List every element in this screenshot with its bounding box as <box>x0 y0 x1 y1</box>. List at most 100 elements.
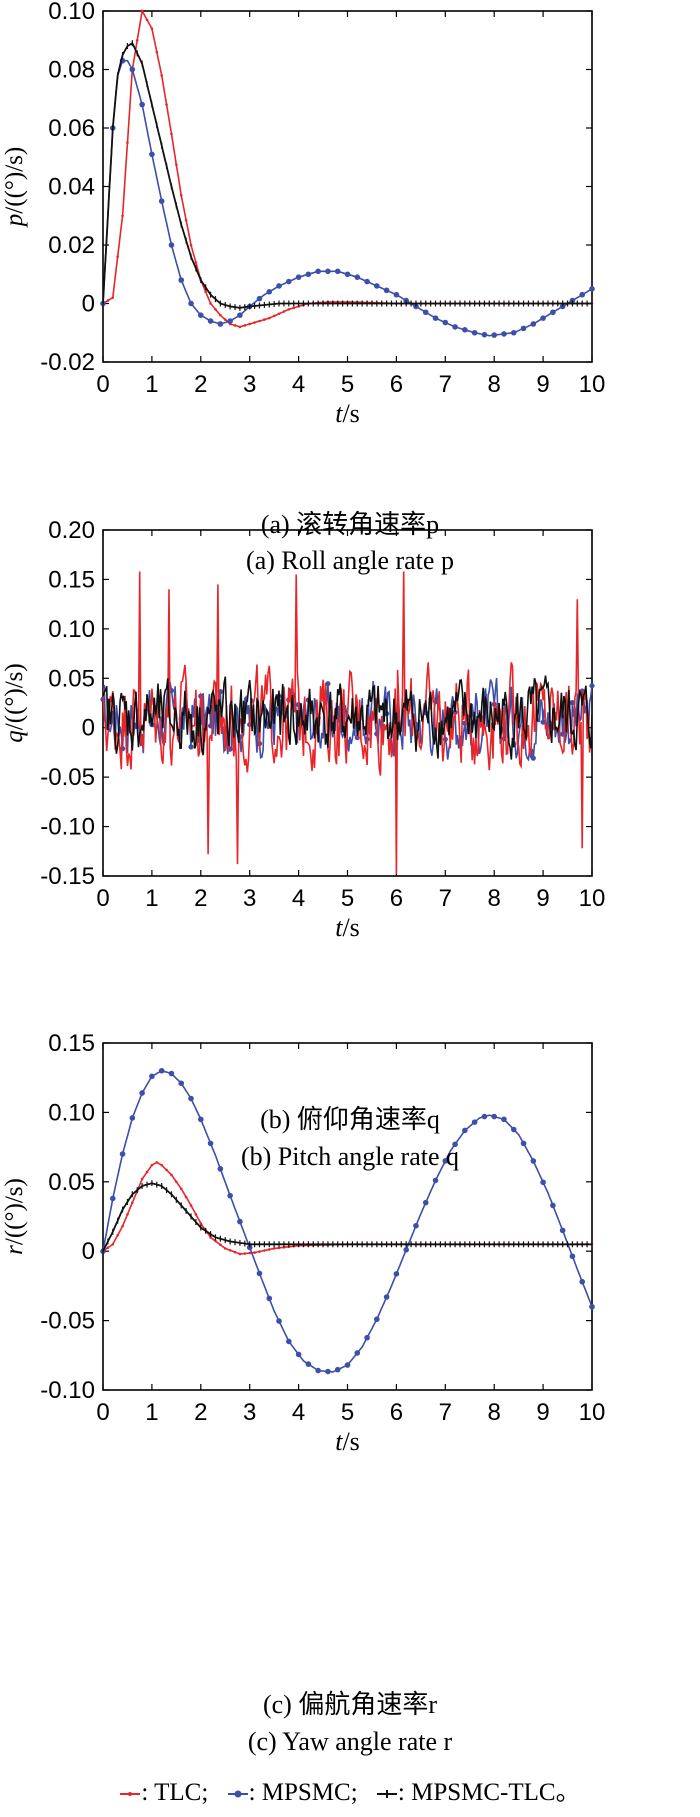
plot-frame-a <box>102 10 593 363</box>
marker-mpsmc-c <box>168 1070 175 1077</box>
marker-mpsmc-a <box>334 268 341 275</box>
marker-tlc-a <box>194 261 198 264</box>
marker-tlc-c <box>219 1243 222 1247</box>
y-tick-label-b: 0.10 <box>48 616 95 643</box>
marker-mpsmc-c <box>413 1222 419 1229</box>
marker-mpsmc-a <box>491 332 498 338</box>
marker-tlc-c <box>165 1168 168 1172</box>
x-tick-label-a: 7 <box>439 371 452 398</box>
x-tick-label-b: 2 <box>194 885 207 912</box>
y-tick-label-a: 0.10 <box>48 0 95 25</box>
x-tick-label-c: 2 <box>194 1399 207 1426</box>
marker-mpsmc-c <box>334 1366 341 1373</box>
marker-mpsmc-c <box>383 1294 390 1300</box>
caption-b-cn: (b) 俯仰角速率q <box>260 1105 440 1134</box>
legend-swatch-mpsmc-tlc <box>376 1790 397 1799</box>
marker-mpsmc-a <box>168 242 175 248</box>
marker-tlc-c <box>258 1250 261 1253</box>
marker-tlc-a <box>233 324 237 327</box>
marker-mpsmc-c <box>286 1338 292 1345</box>
caption-a-cn: (a) 滚转角速率p <box>260 510 440 539</box>
x-tick-label-a: 9 <box>536 371 549 398</box>
marker-tlc-c <box>121 1224 124 1228</box>
marker-mpsmc-b <box>325 681 331 687</box>
marker-mpsmc-c <box>442 1158 449 1164</box>
y-tick-label-a: 0.06 <box>48 115 95 142</box>
x-tick-label-b: 3 <box>243 885 256 912</box>
marker-mpsmc-a <box>178 277 185 283</box>
x-tick-label-a: 8 <box>488 371 501 398</box>
marker-mpsmc-c <box>403 1247 409 1253</box>
marker-mpsmc-b <box>530 755 536 761</box>
y-tick-label-a: 0.08 <box>48 57 95 84</box>
marker-tlc-a <box>253 321 256 324</box>
marker-mpsmc-c <box>354 1350 361 1356</box>
marker-mpsmc-a <box>129 66 136 73</box>
marker-tlc-c <box>160 1163 163 1167</box>
x-tick-label-c: 8 <box>488 1399 501 1426</box>
marker-tlc-a <box>223 318 227 321</box>
x-tick-label-c: 4 <box>292 1399 305 1426</box>
marker-mpsmc-c <box>198 1116 204 1123</box>
marker-tlc-c <box>199 1222 203 1225</box>
marker-mpsmc-c <box>237 1218 243 1225</box>
marker-mpsmc-a <box>139 101 145 108</box>
marker-tlc-c <box>277 1246 281 1250</box>
marker-tlc-a <box>160 74 163 77</box>
marker-tlc-c <box>140 1177 144 1181</box>
y-tick-label-b: -0.15 <box>40 863 95 890</box>
marker-mpsmc-c <box>550 1202 556 1209</box>
marker-tlc-c <box>175 1180 178 1184</box>
marker-mpsmc-c <box>481 1113 488 1120</box>
marker-tlc-a <box>248 322 251 326</box>
marker-mpsmc-c <box>364 1334 370 1341</box>
marker-tlc-a <box>282 310 286 313</box>
marker-tlc-c <box>272 1247 276 1250</box>
marker-tlc-c <box>179 1187 183 1191</box>
marker-mpsmc-a <box>501 331 507 337</box>
marker-tlc-c <box>267 1248 271 1251</box>
x-tick-label-a: 3 <box>243 371 256 398</box>
marker-mpsmc-a <box>530 321 537 327</box>
x-tick-label-b: 6 <box>390 885 403 912</box>
legend-item-mpsmc-tlc: : MPSMC-TLC。 <box>376 1772 581 1808</box>
marker-tlc-c <box>116 1233 119 1237</box>
marker-tlc-a <box>121 214 124 218</box>
y-tick-label-b: -0.05 <box>40 764 95 791</box>
marker-mpsmc-c <box>432 1177 439 1184</box>
marker-tlc-c <box>170 1173 173 1177</box>
marker-tlc-c <box>248 1251 251 1255</box>
marker-tlc-c <box>209 1236 212 1239</box>
marker-tlc-c <box>194 1213 198 1216</box>
marker-mpsmc-a <box>579 291 586 298</box>
marker-tlc-c <box>106 1246 110 1250</box>
marker-tlc-c <box>253 1251 256 1254</box>
marker-mpsmc-a <box>393 291 400 298</box>
marker-tlc-a <box>243 324 247 327</box>
marker-mpsmc-a <box>286 278 292 285</box>
marker-mpsmc-a <box>540 315 546 321</box>
legend-swatch-tlc <box>120 1792 141 1797</box>
marker-mpsmc-c <box>344 1362 351 1368</box>
y-tick-label-b: 0.15 <box>48 566 95 593</box>
marker-tlc-c <box>263 1249 266 1252</box>
marker-tlc-c <box>243 1252 247 1255</box>
marker-tlc-a <box>272 314 276 318</box>
marker-tlc-a <box>106 299 110 302</box>
marker-mpsmc-a <box>325 268 331 275</box>
marker-tlc-a <box>175 163 178 166</box>
y-tick-label-a: -0.02 <box>40 349 95 376</box>
series-line-tlc-c <box>103 1161 592 1255</box>
legend-label-mpsmc-tlc: : MPSMC-TLC。 <box>397 1779 581 1806</box>
marker-mpsmc-a <box>471 329 478 336</box>
x-tick-label-a: 5 <box>341 371 354 398</box>
x-tick-label-b: 1 <box>145 885 158 912</box>
y-tick-label-a: 0 <box>82 291 95 318</box>
x-tick-label-c: 6 <box>390 1399 403 1426</box>
caption-a-en: (a) Roll angle rate p <box>246 546 454 575</box>
marker-tlc-a <box>238 325 242 329</box>
series-line-mpsmc-tlc-b <box>103 675 592 760</box>
marker-mpsmc-a <box>452 324 458 330</box>
marker-mpsmc-c <box>119 1151 126 1157</box>
